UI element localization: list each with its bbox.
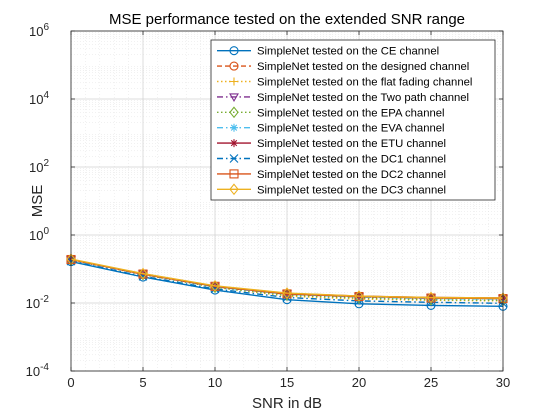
legend-marker [229,183,239,196]
legend-entry: SimpleNet tested on the EVA channel [217,123,445,135]
data-point [354,290,364,302]
legend-marker [229,61,239,71]
legend-marker [229,154,239,163]
x-tick-label: 30 [496,375,510,390]
x-tick-label: 20 [352,375,366,390]
legend-label: SimpleNet tested on the DC3 channel [257,184,446,196]
legend-marker [229,169,239,179]
x-tick-label: 10 [208,375,222,390]
legend-entry: SimpleNet tested on the designed channel [217,61,469,73]
legend-entry: SimpleNet tested on the EPA channel [217,106,445,119]
legend-marker [229,106,239,119]
y-tick-label: 10-4 [26,362,50,379]
data-point [426,291,436,304]
legend-entry: SimpleNet tested on the DC2 channel [217,169,446,181]
legend-label: SimpleNet tested on the DC1 channel [257,154,446,166]
legend-label: SimpleNet tested on the EVA channel [257,123,445,135]
legend-label: SimpleNet tested on the DC2 channel [257,169,446,181]
x-tick-label: 25 [424,375,438,390]
legend-entry: SimpleNet tested on the ETU channel [217,138,446,150]
legend-entry: SimpleNet tested on the Two path channel [217,92,469,104]
x-tick-label: 0 [67,375,74,390]
legend-entry: SimpleNet tested on the DC3 channel [217,183,446,196]
y-tick-label: 100 [29,226,49,243]
legend-label: SimpleNet tested on the CE channel [257,46,439,58]
x-tick-label: 5 [139,375,146,390]
y-tick-label: 102 [29,158,49,175]
legend-entry: SimpleNet tested on the DC1 channel [217,154,446,166]
y-axis-label: MSE [29,185,46,218]
tick-layer: 0 5 10 15 20 25 30 10-4 10-2 100 102 104 106 [26,22,511,390]
legend-box [210,39,496,201]
legend-marker [230,77,238,86]
legend-marker [230,139,238,148]
legend-label: SimpleNet tested on the EPA channel [257,107,445,119]
y-tick-label: 106 [29,22,49,39]
legend: SimpleNet tested on the CE channel Simple… [210,39,496,201]
x-tick-label: 15 [280,375,294,390]
legend-marker [230,123,238,132]
y-tick-label: 104 [29,90,49,107]
y-tick-label: 10-2 [26,294,50,311]
legend-label: SimpleNet tested on the Two path channel [257,92,469,104]
chart-title: MSE performance tested on the extended S… [109,11,465,28]
legend-marker [229,46,239,56]
legend-label: SimpleNet tested on the designed channel [257,61,469,73]
data-point [138,267,148,280]
legend-entry: SimpleNet tested on the CE channel [217,46,439,58]
data-point [282,287,292,300]
series-line [70,258,504,299]
x-axis-label: SNR in dB [252,395,322,412]
legend-label: SimpleNet tested on the ETU channel [257,138,446,150]
legend-label: SimpleNet tested on the flat fading chan… [257,77,472,89]
legend-entry: SimpleNet tested on the flat fading chan… [217,77,472,89]
legend-marker [229,93,239,103]
data-point [210,279,220,292]
